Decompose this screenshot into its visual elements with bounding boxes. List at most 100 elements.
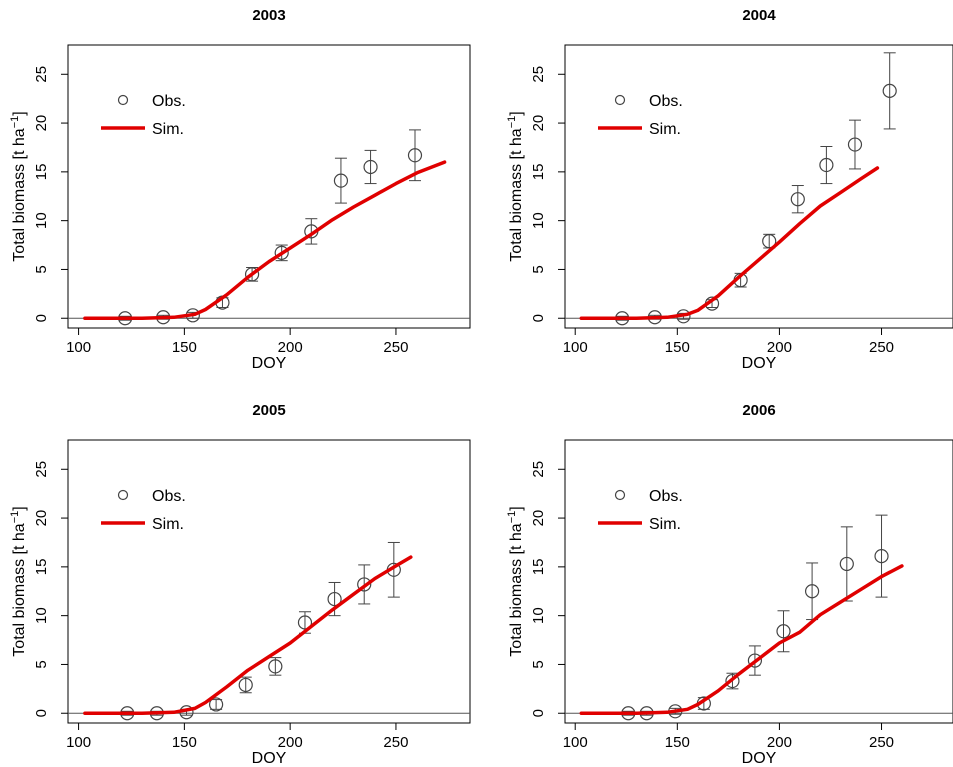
obs-point-group bbox=[268, 657, 283, 676]
x-tick-label: 200 bbox=[278, 734, 303, 751]
x-tick-label: 200 bbox=[767, 339, 792, 356]
obs-point-group bbox=[776, 610, 791, 653]
y-axis-label: Total biomass [t ha−1] bbox=[9, 506, 28, 656]
y-axis-label: Total biomass [t ha−1] bbox=[9, 111, 28, 261]
y-tick-label: 25 bbox=[530, 461, 547, 478]
y-axis-label-superscript: −1 bbox=[506, 511, 518, 524]
x-axis-label: DOY bbox=[742, 355, 777, 372]
legend-obs-label: Obs. bbox=[152, 93, 186, 110]
sim-series-line bbox=[83, 555, 413, 715]
x-tick-label: 100 bbox=[563, 734, 588, 751]
obs-point bbox=[874, 549, 889, 564]
x-tick-label: 150 bbox=[172, 339, 197, 356]
obs-point bbox=[274, 245, 289, 260]
obs-point bbox=[268, 659, 283, 674]
obs-point-group bbox=[874, 514, 889, 598]
y-tick-label: 25 bbox=[33, 66, 50, 83]
legend-obs-marker bbox=[117, 94, 129, 106]
y-tick-label: 15 bbox=[530, 164, 547, 181]
y-axis-label-end: ] bbox=[508, 111, 525, 115]
obs-point-group bbox=[304, 218, 319, 245]
obs-point-group bbox=[363, 149, 378, 185]
x-tick-label: 250 bbox=[383, 734, 408, 751]
x-tick-label: 200 bbox=[767, 734, 792, 751]
y-tick-label: 20 bbox=[530, 115, 547, 132]
obs-point-group bbox=[839, 526, 854, 602]
obs-point-group bbox=[333, 157, 349, 204]
y-tick-label: 15 bbox=[33, 164, 50, 181]
y-tick-label: 20 bbox=[33, 510, 50, 527]
obs-point-group bbox=[238, 676, 253, 694]
obs-point bbox=[407, 148, 423, 163]
y-tick-label: 15 bbox=[33, 559, 50, 576]
sim-series-line bbox=[83, 160, 447, 320]
chart-panel-1: 2004 100 150 200 250 0 5 10 15 20 25 DOY Total bioma… bbox=[506, 7, 953, 372]
legend-obs-label: Obs. bbox=[649, 93, 683, 110]
legend-sim-label: Sim. bbox=[152, 121, 184, 138]
x-axis-label: DOY bbox=[252, 750, 287, 767]
obs-point-group bbox=[804, 562, 820, 621]
legend: Obs. Sim. bbox=[101, 93, 186, 138]
chart-panel-2: 2005 100 150 200 250 0 5 10 15 20 25 DOY Total bioma… bbox=[9, 402, 471, 767]
y-tick-label: 0 bbox=[33, 709, 50, 717]
obs-point bbox=[790, 192, 805, 207]
chart-panel-0: 2003 100 150 200 250 0 5 10 15 20 25 DOY Total bioma… bbox=[9, 7, 471, 372]
x-tick-label: 200 bbox=[278, 339, 303, 356]
obs-point-group bbox=[747, 645, 763, 676]
x-tick-label: 250 bbox=[869, 339, 894, 356]
x-tick-label: 150 bbox=[172, 734, 197, 751]
obs-point-group bbox=[882, 52, 897, 130]
obs-point bbox=[882, 83, 897, 98]
x-tick-label: 150 bbox=[665, 339, 690, 356]
y-tick-label: 15 bbox=[530, 559, 547, 576]
legend: Obs. Sim. bbox=[101, 488, 186, 533]
chart-title: 2004 bbox=[742, 7, 776, 24]
obs-point bbox=[238, 677, 253, 693]
x-tick-label: 100 bbox=[563, 339, 588, 356]
y-axis-label-end: ] bbox=[508, 506, 525, 510]
legend-obs-marker bbox=[614, 489, 626, 501]
plot-frame bbox=[564, 439, 953, 724]
y-tick-label: 5 bbox=[33, 660, 50, 668]
y-tick-label: 5 bbox=[33, 265, 50, 273]
y-tick-label: 0 bbox=[33, 314, 50, 322]
x-tick-label: 100 bbox=[66, 734, 91, 751]
chart-panel-3: 2006 100 150 200 250 0 5 10 15 20 25 DOY Total bioma… bbox=[506, 402, 953, 767]
y-tick-label: 10 bbox=[33, 212, 50, 229]
legend-sim-label: Sim. bbox=[152, 516, 184, 533]
obs-point-group bbox=[819, 145, 834, 185]
y-axis-label-superscript: −1 bbox=[9, 511, 21, 524]
obs-point-group bbox=[790, 185, 805, 214]
legend: Obs. Sim. bbox=[598, 488, 683, 533]
x-tick-label: 150 bbox=[665, 734, 690, 751]
y-tick-label: 5 bbox=[530, 660, 547, 668]
obs-point bbox=[839, 556, 854, 572]
chart-title: 2003 bbox=[252, 7, 285, 24]
y-axis-label-end: ] bbox=[11, 111, 28, 115]
y-axis-label: Total biomass [t ha−1] bbox=[506, 506, 525, 656]
obs-point bbox=[357, 577, 372, 592]
x-tick-label: 250 bbox=[869, 734, 894, 751]
legend-obs-marker bbox=[614, 94, 626, 106]
plot-frame bbox=[564, 44, 953, 329]
x-tick-label: 250 bbox=[383, 339, 408, 356]
sim-series-line bbox=[579, 166, 880, 320]
legend-obs-label: Obs. bbox=[649, 488, 683, 505]
y-tick-label: 10 bbox=[530, 607, 547, 624]
legend-obs-marker bbox=[117, 489, 129, 501]
obs-point bbox=[725, 673, 740, 689]
legend: Obs. Sim. bbox=[598, 93, 683, 138]
obs-point bbox=[363, 159, 378, 175]
x-axis-label: DOY bbox=[252, 355, 287, 372]
y-axis-label-main: Total biomass [t ha bbox=[508, 523, 525, 657]
y-axis-label-end: ] bbox=[11, 506, 28, 510]
obs-point bbox=[209, 697, 224, 712]
y-tick-label: 20 bbox=[33, 115, 50, 132]
obs-point bbox=[819, 157, 834, 173]
obs-point bbox=[762, 234, 777, 249]
y-tick-label: 0 bbox=[530, 709, 547, 717]
obs-point bbox=[804, 584, 820, 599]
plot-frame bbox=[67, 439, 471, 724]
